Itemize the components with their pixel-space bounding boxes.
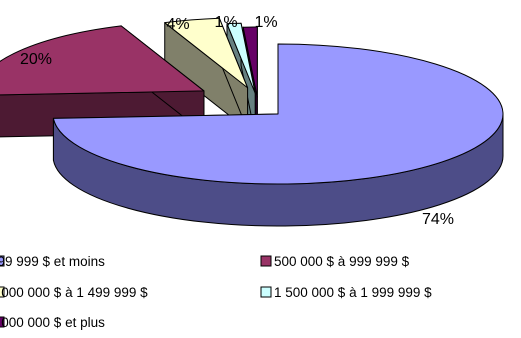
legend-label-4: 2 000 000 $ et plus xyxy=(0,315,105,330)
legend-label-2: 1 000 000 $ à 1 499 999 $ xyxy=(0,285,148,300)
pie-slice-0-top xyxy=(52,43,504,185)
pct-label-slice-4: 1% xyxy=(254,14,277,31)
pie-slices xyxy=(0,17,504,227)
pie-slice-4-top xyxy=(242,26,258,98)
legend-item-2: 1 000 000 $ à 1 499 999 $ xyxy=(0,285,148,300)
legend-label-3: 1 500 000 $ à 1 999 999 $ xyxy=(274,285,432,300)
legend-swatch-3 xyxy=(260,286,272,298)
legend-swatch-2 xyxy=(0,286,5,298)
legend: 499 999 $ et moins 500 000 $ à 999 999 $… xyxy=(0,254,432,330)
legend-swatch-1 xyxy=(260,255,272,267)
legend-item-0: 499 999 $ et moins xyxy=(0,254,105,269)
pct-label-slice-1: 20% xyxy=(20,51,52,68)
legend-swatch-0 xyxy=(0,255,5,267)
pie-slice-2 xyxy=(164,17,249,131)
legend-label-1: 500 000 $ à 999 999 $ xyxy=(274,254,410,269)
pct-label-slice-2: 4% xyxy=(166,16,189,33)
pie-slice-0 xyxy=(52,43,504,227)
pie-slice-1-top xyxy=(0,25,205,96)
pie-slice-2-top xyxy=(164,17,249,89)
percentage-labels: 74% 20% 4% 1% 1% xyxy=(20,14,454,228)
legend-item-4: 2 000 000 $ et plus xyxy=(0,315,105,330)
legend-swatch-4 xyxy=(0,316,5,328)
legend-item-3: 1 500 000 $ à 1 999 999 $ xyxy=(260,285,432,300)
legend-item-1: 500 000 $ à 999 999 $ xyxy=(260,254,410,269)
pie-slice-3-top xyxy=(226,22,256,94)
legend-label-0: 499 999 $ et moins xyxy=(0,254,105,269)
pct-label-slice-3: 1% xyxy=(214,14,237,31)
pct-label-slice-0: 74% xyxy=(422,211,454,228)
